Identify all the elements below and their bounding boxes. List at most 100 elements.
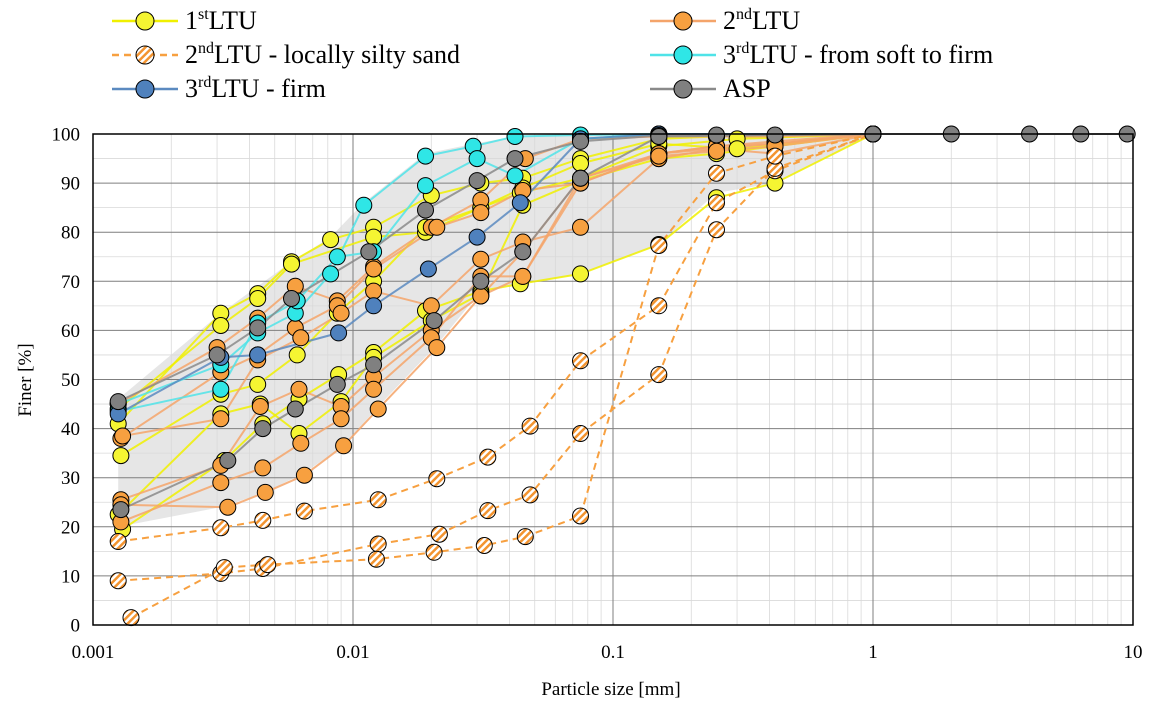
y-tick-label: 0 [71,616,81,637]
data-point [428,470,446,488]
data-point [468,228,486,246]
x-tick-label: 10 [1124,642,1143,663]
data-point [472,287,490,305]
data-point [708,221,725,239]
legend-item: 2ndLTU - locally silty sand [112,40,460,69]
data-point [109,533,127,550]
data-point [212,410,230,428]
data-point [328,248,346,266]
y-tick-label: 100 [52,125,81,146]
data-point [367,550,385,568]
legend-item: ASP [650,74,771,103]
data-point [292,434,310,452]
legend-marker [673,79,693,99]
data-point [506,128,524,145]
data-point [572,425,589,442]
y-tick-label: 30 [61,468,80,489]
series-line [130,133,874,619]
data-point [112,501,130,519]
data-point [514,243,532,261]
data-point [766,147,784,165]
data-point [109,572,127,590]
data-point [369,400,387,418]
data-point [122,609,140,627]
data-point [479,502,497,520]
data-point [365,282,383,300]
legend-label: 3rdLTU - firm [185,74,326,103]
data-point [254,459,272,477]
data-point [292,329,310,347]
data-point [256,483,274,501]
plot-border [92,133,1134,626]
data-point [335,437,353,455]
legend-marker [135,11,155,31]
data-point [506,150,524,168]
data-point [283,290,300,307]
data-point [475,537,493,554]
y-tick-label: 80 [61,223,80,244]
data-point [332,410,350,428]
data-point [572,132,589,150]
data-point [254,511,272,529]
data-point [766,126,784,144]
data-point [650,128,668,145]
data-point [219,452,237,469]
data-point [283,255,300,273]
data-point [251,398,269,415]
x-tick-label: 0.01 [336,642,369,663]
data-point [219,498,237,516]
data-point [728,140,746,158]
y-tick-label: 10 [61,566,80,587]
data-point [417,201,434,219]
legend: 1stLTU 2ndLTU 2ndLTU - locally silty sand 3… [112,6,993,103]
legend-item: 1stLTU [112,6,257,35]
legend-label: 2ndLTU [723,6,800,35]
data-point [295,502,313,520]
y-tick-label: 20 [61,517,80,538]
y-tick-label: 50 [61,370,80,391]
data-point [328,375,346,393]
data-point [650,366,668,384]
legend-marker [135,79,155,99]
legend-marker [673,45,693,65]
data-point [514,267,532,285]
data-point [112,447,130,465]
legend-item: 3rdLTU - from soft to firm [650,40,993,69]
data-point [708,126,725,144]
data-point [708,142,725,160]
data-point [365,297,383,315]
data-point [516,528,534,546]
data-point [506,167,524,185]
x-tick-label: 0.1 [601,642,625,663]
data-point [572,352,589,370]
data-point [322,231,340,249]
data-point [572,507,589,525]
legend-label: 3rdLTU - from soft to firm [723,40,993,69]
data-point [650,297,668,315]
data-point [419,260,437,278]
data-point [521,486,539,504]
data-point [249,375,267,393]
data-point [422,297,440,315]
data-point [417,177,434,195]
legend-label: 2ndLTU - locally silty sand [185,40,460,69]
data-point [212,380,230,398]
data-point [360,243,378,261]
y-tick-label: 40 [61,419,80,440]
plot-frame [92,133,1134,626]
data-point [109,393,127,411]
data-point [468,172,486,190]
data-point [425,312,443,330]
data-point [249,346,267,364]
data-point [212,317,230,334]
data-point [365,356,383,374]
data-point [468,150,486,168]
data-point [369,491,387,509]
data-point [521,417,539,435]
data-point [472,272,490,290]
data-point [572,218,589,236]
data-point [472,204,490,222]
